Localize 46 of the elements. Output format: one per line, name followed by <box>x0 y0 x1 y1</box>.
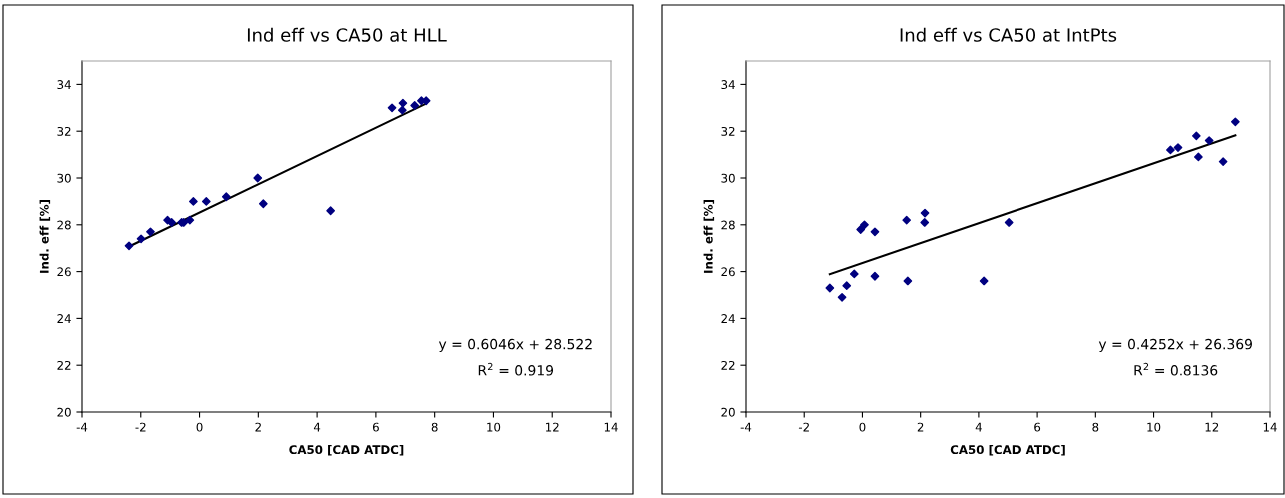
x-tick-label: 10 <box>1147 422 1161 432</box>
x-tick-label: 12 <box>546 422 559 432</box>
y-tick-label: 32 <box>721 126 735 136</box>
y-tick-label: 28 <box>721 220 735 230</box>
annotation: R$^{2}$ = 0.8136 <box>1134 362 1218 376</box>
y-tick-label: 28 <box>57 220 71 230</box>
y-axis-title: Ind. eff [%] <box>39 200 51 273</box>
x-tick-label: 14 <box>604 422 618 432</box>
x-tick-label: 4 <box>313 422 321 432</box>
y-tick-label: 24 <box>721 314 735 323</box>
annotation: y = 0.4252x + 26.369 <box>1098 338 1252 353</box>
x-tick-label: 4 <box>975 422 982 432</box>
y-tick-label: 34 <box>57 80 71 90</box>
y-tick-label: 34 <box>721 80 735 90</box>
y-tick-label: 32 <box>57 126 71 136</box>
x-tick-label: 6 <box>372 422 379 432</box>
x-tick-label: -2 <box>798 422 809 432</box>
x-tick-label: 12 <box>1205 422 1219 432</box>
y-tick-label: 20 <box>57 407 71 417</box>
x-axis-title: CA50 [CAD ATDC] <box>289 444 404 456</box>
x-tick-label: 0 <box>859 422 866 432</box>
annotation: y = 0.6046x + 28.522 <box>438 338 592 353</box>
y-tick-label: 20 <box>721 407 735 417</box>
y-tick-label: 24 <box>57 314 71 323</box>
y-tick-label: 22 <box>57 360 71 370</box>
x-tick-label: 2 <box>917 422 924 432</box>
y-axis-title: Ind. eff [%] <box>703 200 715 273</box>
y-tick-label: 30 <box>57 173 71 183</box>
chart-title: Ind eff vs CA50 at HLL <box>247 27 447 42</box>
y-tick-label: 26 <box>57 267 71 277</box>
annotation: R$^{2}$ = 0.919 <box>478 362 554 376</box>
x-tick-label: 10 <box>487 422 501 432</box>
x-tick-label: -4 <box>76 422 88 432</box>
x-tick-label: 8 <box>1092 422 1099 432</box>
x-tick-label: -2 <box>135 422 146 432</box>
x-axis-title: CA50 [CAD ATDC] <box>950 444 1065 456</box>
y-tick-label: 22 <box>721 360 735 370</box>
x-tick-label: 6 <box>1034 422 1041 432</box>
y-tick-label: 26 <box>721 267 735 277</box>
y-tick-label: 30 <box>721 173 735 183</box>
x-tick-label: -4 <box>740 422 752 432</box>
x-tick-label: 2 <box>255 422 261 432</box>
x-tick-label: 8 <box>431 422 438 432</box>
chart-title: Ind eff vs CA50 at IntPts <box>900 27 1117 42</box>
x-tick-label: 14 <box>1263 422 1277 432</box>
x-tick-label: 0 <box>196 422 203 432</box>
